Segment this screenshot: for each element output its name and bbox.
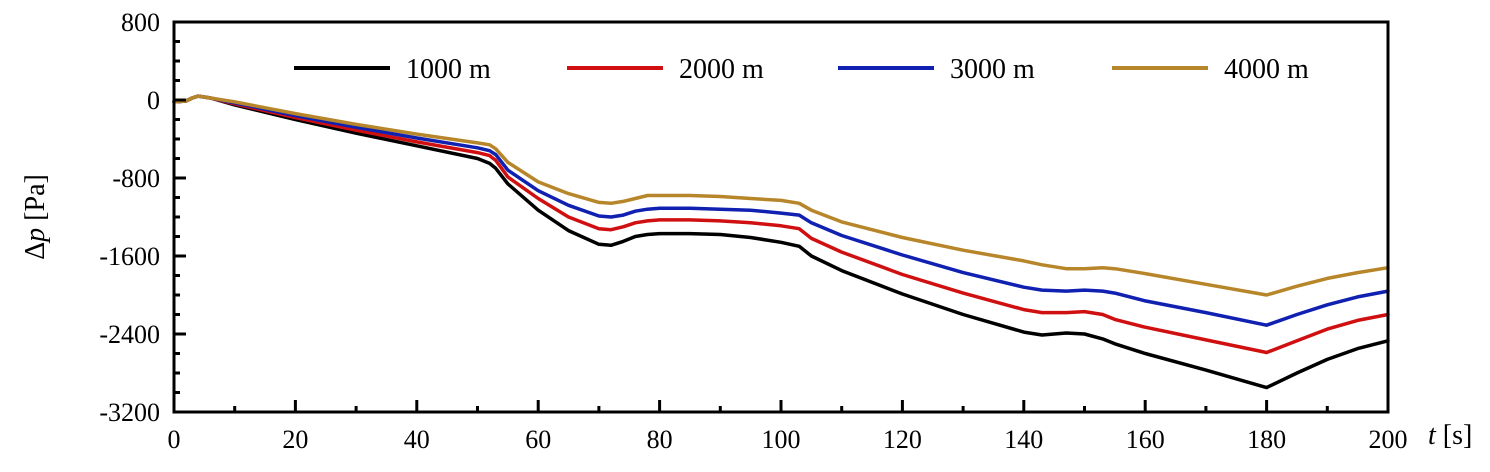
x-tick-label: 180	[1247, 425, 1286, 454]
legend-label: 4000 m	[1224, 54, 1309, 85]
legend-item: 4000 m	[1112, 54, 1309, 85]
y-axis-var: p	[20, 228, 51, 244]
series-line-3000-m	[172, 94, 1390, 327]
ticks-layer: 0 20 40 60 80 100 120 140 160 180 200 -3200 -2400 -16…	[99, 8, 1407, 454]
x-tick-label: 40	[404, 425, 430, 454]
legend-label: 2000 m	[679, 54, 764, 85]
y-tick-label: -800	[112, 164, 160, 193]
legend-item: 2000 m	[567, 54, 764, 85]
y-tick-label: -1600	[99, 242, 160, 271]
x-tick-label: 20	[282, 425, 308, 454]
legend-item: 1000 m	[294, 54, 491, 85]
series-line-1000-m	[172, 94, 1390, 390]
series-line-2000-m	[172, 94, 1390, 355]
y-axis-prefix: Δ	[20, 242, 51, 260]
y-tick-label: -2400	[99, 320, 160, 349]
x-tick-label: 80	[647, 425, 673, 454]
plot-frame	[172, 20, 1390, 414]
y-tick-label: -3200	[99, 398, 160, 427]
x-tick-label: 120	[883, 425, 922, 454]
x-axis-unit: [s]	[1443, 420, 1473, 451]
legend-label: 1000 m	[406, 54, 491, 85]
y-axis-title: Δp [Pa]	[20, 174, 51, 260]
series-layer	[172, 94, 1390, 390]
y-axis-unit: [Pa]	[20, 174, 51, 221]
y-tick-label: 0	[147, 86, 160, 115]
legend-label: 3000 m	[950, 54, 1035, 85]
legend-layer: 1000 m 2000 m 3000 m 4000 m	[294, 54, 1309, 85]
x-tick-label: 100	[762, 425, 801, 454]
series-line-4000-m	[172, 94, 1390, 297]
x-axis-var: t	[1428, 420, 1437, 451]
x-tick-label: 140	[1004, 425, 1043, 454]
x-tick-label: 60	[525, 425, 551, 454]
x-tick-label: 0	[168, 425, 181, 454]
x-axis-title: t [s]	[1428, 420, 1472, 451]
x-tick-label: 160	[1126, 425, 1165, 454]
x-tick-label: 200	[1369, 425, 1408, 454]
legend-item: 3000 m	[838, 54, 1035, 85]
y-tick-label: 800	[121, 8, 160, 37]
